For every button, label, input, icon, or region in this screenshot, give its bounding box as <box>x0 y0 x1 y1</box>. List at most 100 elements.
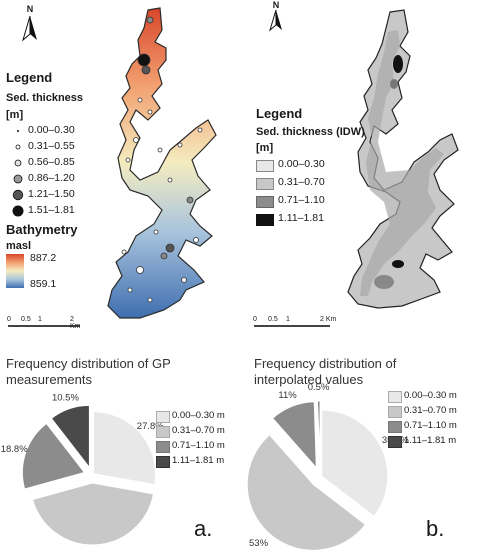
circle-size-2-icon <box>15 144 21 150</box>
legend-item-label: 1.51–1.81 <box>28 204 75 216</box>
pie-legend-label: 0.00–0.30 m <box>404 390 457 401</box>
legend-item: 0.00–0.30 <box>256 158 376 172</box>
pie-value-label: 0.5% <box>308 382 330 393</box>
pie-legend-swatch <box>388 421 402 433</box>
north-arrow-icon <box>269 9 282 32</box>
legend-item-label: 0.00–0.30 <box>278 158 325 170</box>
scale-bar: 0 0.5 1 2 Km <box>7 316 84 332</box>
circle-size-5-icon <box>12 189 24 201</box>
swatch-lightest <box>256 160 274 172</box>
legend-item-label: 0.86–1.20 <box>28 172 75 184</box>
legend-subtitle: Sed. thickness (IDW) <box>256 126 365 138</box>
pie-legend-label: 0.31–0.70 m <box>404 405 457 416</box>
scale-tick-label: 2 Km <box>320 316 337 323</box>
scale-tick-label: 1 <box>38 316 42 323</box>
scale-bar: 0 0.5 1 2 Km <box>253 316 340 332</box>
pie-slice <box>93 411 157 486</box>
legend-unit: [m] <box>256 142 274 154</box>
pie-legend: 0.00–0.30 m 0.31–0.70 m 0.71–1.10 m 1.11… <box>388 390 476 449</box>
pie-legend: 0.00–0.30 m 0.31–0.70 m 0.71–1.10 m 1.11… <box>156 410 240 469</box>
scale-tick-label: 0 <box>7 316 11 323</box>
pie-legend-item: 0.00–0.30 m <box>388 390 476 404</box>
north-label: N <box>26 4 34 14</box>
north-label: N <box>272 0 280 10</box>
pie-slice <box>32 482 155 546</box>
circle-size-1-icon <box>17 130 19 132</box>
pie-chart-a-panel: Frequency distribution of GP measurement… <box>0 350 240 550</box>
chart-title: Frequency distribution of GP measurement… <box>6 356 236 388</box>
pie-legend-swatch <box>156 411 170 423</box>
pie-slice <box>246 434 367 550</box>
pie-slice <box>271 401 317 470</box>
legend-item: 1.51–1.81 <box>12 204 122 218</box>
pie-legend-label: 0.31–0.70 m <box>172 425 225 436</box>
chart-title: Frequency distribution of interpolated v… <box>254 356 474 388</box>
legend-item-label: 1.21–1.50 <box>28 188 75 200</box>
scale-tick-label: 2 Km <box>70 316 81 330</box>
legend-item: 0.31–0.55 <box>12 140 122 154</box>
legend-item-label: 0.00–0.30 <box>28 124 75 136</box>
scale-tick-label: 0.5 <box>21 316 31 323</box>
legend-item: 0.31–0.70 <box>256 176 376 190</box>
pie-legend-label: 0.00–0.30 m <box>172 410 225 421</box>
left-map-panel: N Legend Sed. thi <box>0 0 240 335</box>
circle-size-6-icon <box>12 205 24 217</box>
reservoir-idw-map <box>347 9 459 309</box>
legend-item: 1.11–1.81 <box>256 212 376 226</box>
legend-item: 1.21–1.50 <box>12 188 122 202</box>
legend-item: 0.00–0.30 <box>12 124 122 138</box>
bathymetry-max-label: 887.2 <box>30 252 57 264</box>
pie-value-label: 11% <box>278 390 297 401</box>
legend-subtitle: Sed. thickness <box>6 92 84 104</box>
pie-value-label: 18.8% <box>1 444 28 455</box>
pie-value-label: 53% <box>249 538 269 549</box>
legend-item-label: 0.31–0.70 <box>278 176 325 188</box>
pie-legend-swatch <box>388 436 402 448</box>
right-map-panel: N Legend Sed. thickness (IDW) [m] 0.00–0… <box>240 0 477 335</box>
legend-title: Legend <box>6 70 53 85</box>
chart-title-line: interpolated values <box>254 372 364 387</box>
pie-legend-swatch <box>156 441 170 453</box>
legend-item: 0.71–1.10 <box>256 194 376 208</box>
pie-slice <box>50 404 90 469</box>
pie-slice <box>21 422 86 490</box>
pie-legend-label: 0.71–1.10 m <box>172 440 225 451</box>
legend-item-label: 0.31–0.55 <box>28 140 75 152</box>
pie-legend-swatch <box>156 426 170 438</box>
pie-legend-item: 0.71–1.10 m <box>156 440 240 454</box>
pie-slice <box>321 409 389 518</box>
legend-item-label: 0.56–0.85 <box>28 156 75 168</box>
bathymetry-colorbar <box>6 254 24 288</box>
pie-legend-item: 0.71–1.10 m <box>388 420 476 434</box>
legend-item-label: 0.71–1.10 <box>278 194 325 206</box>
bathymetry-min-label: 859.1 <box>30 278 57 290</box>
circle-size-4-icon <box>13 174 23 184</box>
pie-legend-item: 1.11–1.81 m <box>388 435 476 449</box>
pie-value-label: 27.8% <box>137 421 164 432</box>
scale-tick-label: 1 <box>286 316 290 323</box>
legend-title: Legend <box>256 106 303 121</box>
pie-legend-label: 0.71–1.10 m <box>404 420 457 431</box>
pie-legend-item: 0.31–0.70 m <box>388 405 476 419</box>
swatch-darkest <box>256 214 274 226</box>
pie-legend-item: 0.31–0.70 m <box>156 425 240 439</box>
chart-title-line: measurements <box>6 372 92 387</box>
panel-label-b: b. <box>426 516 445 541</box>
swatch-light <box>256 178 274 190</box>
pie-chart-b-panel: Frequency distribution of interpolated v… <box>240 350 477 550</box>
panel-label-a: a. <box>194 516 213 541</box>
scale-bar-line <box>254 325 330 327</box>
bathymetry-unit: masl <box>6 240 32 252</box>
pie-legend-swatch <box>156 456 170 468</box>
reservoir-bathymetry-map <box>107 7 217 319</box>
legend-unit: [m] <box>6 109 24 121</box>
legend-item-label: 1.11–1.81 <box>278 212 324 224</box>
scale-tick-label: 0 <box>253 316 257 323</box>
pie-legend-item: 1.11–1.81 m <box>156 455 240 469</box>
pie-chart-b: 35.4%53%11%0.5% <box>246 382 409 550</box>
bathymetry-title: Bathymetry <box>6 222 78 237</box>
pie-legend-label: 1.11–1.81 m <box>172 455 225 466</box>
pie-chart-a: 27.8%42.9%18.8%10.5% <box>1 392 164 546</box>
chart-title-line: Frequency distribution of <box>254 356 397 371</box>
chart-title-line: Frequency distribution of GP <box>6 356 171 371</box>
